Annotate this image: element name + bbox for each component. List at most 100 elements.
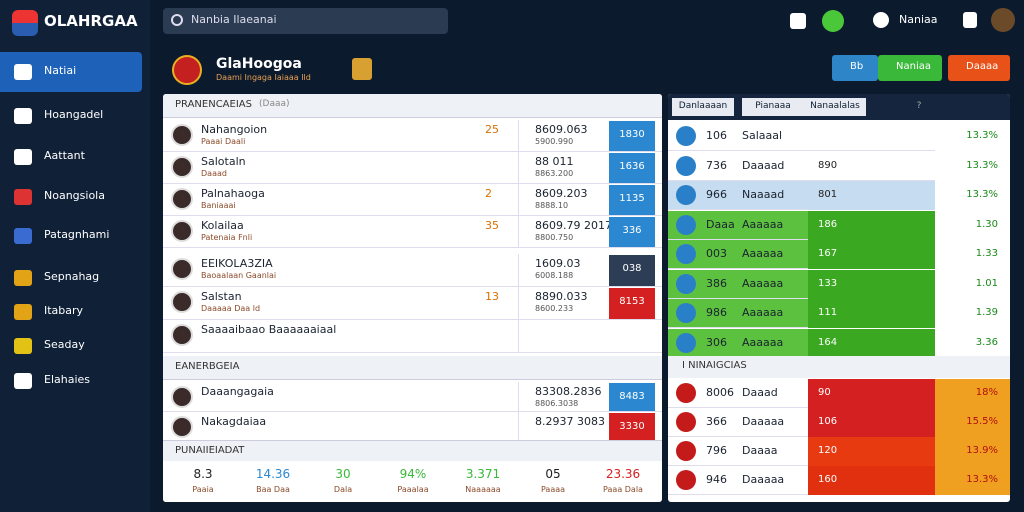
nav-label: Elahaies <box>44 373 91 386</box>
row-name: Nahangoion <box>201 123 268 136</box>
badge <box>352 58 372 80</box>
row-name: Salaaal <box>742 129 783 142</box>
stat-value: 14.36 <box>255 467 291 481</box>
avatar <box>171 386 193 408</box>
tab[interactable]: Danlaaaan <box>672 98 734 116</box>
nav-label: Itabary <box>44 304 84 317</box>
value-cell: 120 <box>808 437 935 466</box>
header-button[interactable]: Bb <box>832 55 878 81</box>
nav-icon <box>14 373 32 389</box>
row <box>163 382 662 412</box>
row-icon <box>676 332 696 353</box>
value-cell: 164 <box>808 328 935 358</box>
nav-label: Patagnhami <box>44 228 110 241</box>
logo-icon <box>12 10 38 36</box>
value-cell: 186 <box>808 210 935 240</box>
pct-cell: 3.36 <box>935 328 1010 358</box>
header-title: GlaHoogoa <box>216 56 302 72</box>
avatar <box>991 8 1015 32</box>
row <box>163 152 662 184</box>
value-box: 3330 <box>609 413 655 441</box>
pct-cell: 1.33 <box>935 240 1010 269</box>
pct-cell: 13.3% <box>935 181 1010 210</box>
row-line2: 8863.200 <box>535 169 574 178</box>
value-cell: 133 <box>808 269 935 299</box>
row-code: 946 <box>706 473 727 486</box>
nav-label: Aattant <box>44 149 85 162</box>
row-icon <box>676 303 696 323</box>
button-label: Bb <box>850 61 864 72</box>
tab[interactable]: Nanaalalas <box>804 98 866 116</box>
nav-icon <box>14 270 32 286</box>
nav-item[interactable]: Itabary <box>0 297 142 327</box>
stat-label: Paaa Dala <box>603 485 643 494</box>
col-divider <box>518 184 519 216</box>
value-cell: 106 <box>808 408 935 437</box>
pct-cell: 18% <box>935 379 1010 408</box>
row-sub: Daaaaa Daa ld <box>201 304 261 313</box>
section-header <box>163 94 662 118</box>
row-code: 306 <box>706 335 727 349</box>
section-note: (Daaa) <box>259 99 290 109</box>
stat-value: 23.36 <box>605 467 641 481</box>
row-name: Naaaad <box>742 188 785 201</box>
row-icon <box>676 185 696 205</box>
nav-icon <box>14 189 32 205</box>
row-name: Aaaaaa <box>742 335 784 349</box>
row <box>163 184 662 216</box>
pct-cell: 1.01 <box>935 269 1010 299</box>
row-code: Daaa <box>706 217 735 231</box>
row-name: Saaaaibaao Baaaaaaiaal <box>201 323 337 336</box>
row-name: Aaaaaa <box>742 217 784 231</box>
value-cell: 90 <box>808 379 935 408</box>
nav-item[interactable]: Aattant <box>0 142 142 172</box>
nav-item[interactable]: Hoangadel <box>0 101 142 131</box>
value-cell: 801 <box>808 181 935 210</box>
key-icon <box>963 12 977 28</box>
row-line1: 8609.203 <box>535 187 588 200</box>
nav-item[interactable]: Natiai <box>0 52 142 92</box>
col-divider <box>518 320 519 353</box>
row-icon <box>676 441 696 461</box>
header-button[interactable]: Naniaa <box>878 55 942 81</box>
header-button[interactable]: Daaaa <box>948 55 1010 81</box>
nav-item[interactable]: Elahaies <box>0 366 142 396</box>
avatar <box>171 156 193 178</box>
row <box>163 287 662 320</box>
avatar <box>171 220 193 242</box>
nav-item[interactable]: Patagnhami <box>0 221 142 251</box>
pct-cell: 13.3% <box>935 122 1010 151</box>
row-code: 736 <box>706 158 727 172</box>
row-line1: 8609.79 2017 <box>535 219 612 232</box>
value-box: 1636 <box>609 153 655 183</box>
button-label: Naniaa <box>896 61 931 72</box>
row-name: Daaaa <box>742 444 778 457</box>
value-cell: 111 <box>808 299 935 328</box>
row-name: Palnahaoga <box>201 187 265 200</box>
footer: PUNAIIEIADAT 8.3 Paaia 14.36 Baa Daa 30 Dala 94… <box>163 440 662 502</box>
value-box: 8153 <box>609 288 655 319</box>
avatar <box>171 188 193 210</box>
row-icon <box>676 412 696 432</box>
row-score: 35 <box>485 219 499 232</box>
nav-icon <box>14 338 32 354</box>
search-box[interactable]: Nanbia Ilaeanai <box>163 8 448 34</box>
row-line1: 8609.063 <box>535 123 588 136</box>
tab[interactable]: ? <box>916 101 922 111</box>
header-logo <box>172 55 202 85</box>
nav-item[interactable]: Seaday <box>0 331 142 361</box>
nav-label: Hoangadel <box>44 108 104 121</box>
row <box>163 120 662 152</box>
stat-label: Paaalaa <box>397 485 429 494</box>
nav-item[interactable]: Sepnahag <box>0 263 142 293</box>
row-score: 13 <box>485 290 499 303</box>
value-box: 038 <box>609 255 655 286</box>
user-name: Naniaa <box>899 13 938 26</box>
status-icon <box>822 10 844 32</box>
nav-icon <box>14 149 32 165</box>
footer-title: PUNAIIEIADAT <box>175 445 245 456</box>
nav-item[interactable]: Noangsiola <box>0 182 142 212</box>
tab[interactable]: Pianaaa <box>742 98 804 116</box>
col-divider <box>518 254 519 287</box>
search-text: Nanbia Ilaeanai <box>191 13 277 26</box>
